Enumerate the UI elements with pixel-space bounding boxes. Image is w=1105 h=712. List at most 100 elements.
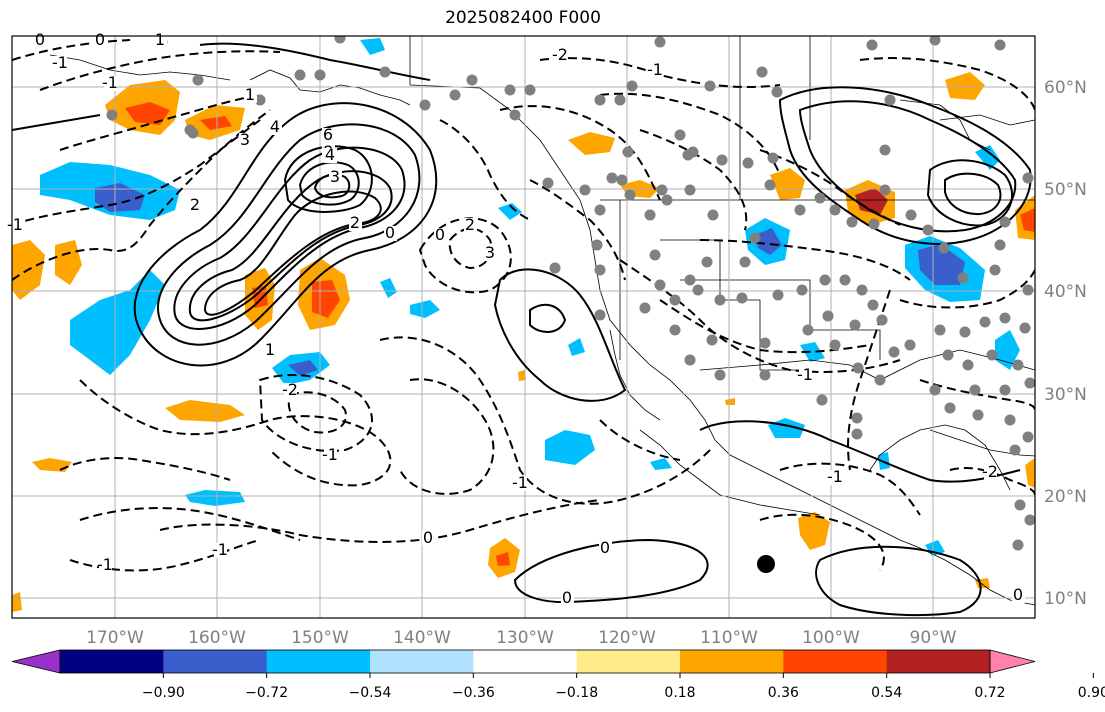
lon-label: 160°W xyxy=(188,628,246,648)
map-title: 2025082400 F000 xyxy=(445,8,601,28)
station-dot xyxy=(957,272,969,284)
station-dot xyxy=(314,69,326,81)
station-dot xyxy=(639,302,651,314)
shade-red xyxy=(125,102,170,125)
contour-label: -1 xyxy=(97,555,113,574)
station-dot xyxy=(1009,444,1021,456)
contour-label: -1 xyxy=(212,540,228,559)
station-dot xyxy=(687,146,699,158)
contour-label: -2 xyxy=(282,380,298,399)
station-dot xyxy=(849,319,861,331)
positive-contours xyxy=(12,42,1032,617)
lon-label: 170°W xyxy=(86,628,144,648)
station-dot xyxy=(334,36,346,44)
shade-red xyxy=(855,188,888,215)
station-dot xyxy=(999,216,1011,228)
station-dot xyxy=(669,294,681,306)
station-dot xyxy=(934,324,946,336)
station-dot xyxy=(796,284,808,296)
station-dot xyxy=(1012,359,1024,371)
contour-label-bg xyxy=(214,543,227,558)
shade-blue-dark xyxy=(918,244,965,285)
station-dot xyxy=(868,218,880,230)
station-dot xyxy=(1022,172,1034,184)
station-dot xyxy=(654,36,666,48)
station-dot xyxy=(716,154,728,166)
lon-label: 100°W xyxy=(802,628,860,648)
station-dot xyxy=(661,194,673,206)
lat-label: 20°N xyxy=(1044,487,1087,507)
contour-label: 1 xyxy=(155,30,165,49)
colorbar-segment xyxy=(576,650,681,673)
station-dot xyxy=(594,204,606,216)
station-dot xyxy=(1019,322,1031,334)
station-dot xyxy=(622,146,634,158)
colorbar-tick-label: 0.72 xyxy=(974,685,1005,701)
station-dot xyxy=(904,339,916,351)
station-dot xyxy=(594,264,606,276)
station-dot xyxy=(819,274,831,286)
contour-label-bg xyxy=(329,170,342,185)
contour-label: 3 xyxy=(240,130,250,149)
contour-label-bg xyxy=(284,383,297,398)
station-dot xyxy=(594,309,606,321)
station-dot xyxy=(944,402,956,414)
contour-label: -1 xyxy=(512,473,528,492)
shade-blue-dark xyxy=(755,228,782,255)
station-dot xyxy=(979,316,991,328)
station-dot xyxy=(759,337,771,349)
station-dot xyxy=(1012,539,1024,551)
lon-label: 90°W xyxy=(910,628,957,648)
station-dots xyxy=(106,36,1035,551)
contour-label-bg xyxy=(561,591,574,606)
station-dot xyxy=(852,362,864,374)
contour-label: -2 xyxy=(982,462,998,481)
colorbar-tick-label: 0.36 xyxy=(768,685,799,701)
negative-contours xyxy=(12,39,1035,572)
colorbar-segment xyxy=(370,650,474,673)
colorbar-segment xyxy=(163,650,268,673)
contour-label-bg xyxy=(34,33,47,48)
shade-orange xyxy=(945,72,985,100)
station-dot xyxy=(594,94,606,106)
station-dot xyxy=(379,66,391,78)
station-dot xyxy=(1022,431,1034,443)
contour-label: 0 xyxy=(95,30,105,49)
station-dot xyxy=(509,109,521,121)
lat-label: 10°N xyxy=(1044,589,1087,609)
contour-label-bg xyxy=(1012,588,1025,603)
station-dot xyxy=(994,39,1006,51)
station-dot xyxy=(771,86,783,98)
colorbar-tick-label: 0.18 xyxy=(664,685,695,701)
station-dot xyxy=(466,74,478,86)
contour-label: 0 xyxy=(1013,585,1023,604)
contour-label: 3 xyxy=(485,243,495,262)
contour-label-bg xyxy=(422,531,435,546)
station-dot xyxy=(1004,414,1016,426)
station-dot xyxy=(714,369,726,381)
colorbar-under-extension xyxy=(11,649,61,674)
contour-label-bg xyxy=(434,228,447,243)
shade-blue-dark xyxy=(288,360,318,376)
contour-label: 1 xyxy=(265,340,275,359)
station-dot xyxy=(802,324,814,336)
station-dot xyxy=(736,292,748,304)
shade-orange xyxy=(770,168,805,200)
shade-red xyxy=(1020,208,1035,232)
shade-orange xyxy=(518,370,526,381)
shade-blue xyxy=(185,490,245,506)
contour-label-bg xyxy=(554,48,567,63)
contour-label-bg xyxy=(324,448,337,463)
station-dot xyxy=(1022,284,1034,296)
station-dot xyxy=(254,94,266,106)
contour-label: 2 xyxy=(190,195,200,214)
station-dot xyxy=(989,264,1001,276)
station-dot xyxy=(701,256,713,268)
lon-label: 110°W xyxy=(700,628,758,648)
colorbar-over-extension xyxy=(989,649,1036,674)
station-dot xyxy=(739,256,751,268)
station-dot xyxy=(449,89,461,101)
contour-label-bg xyxy=(99,558,112,573)
contour-label: -1 xyxy=(102,73,118,92)
station-dot xyxy=(669,324,681,336)
